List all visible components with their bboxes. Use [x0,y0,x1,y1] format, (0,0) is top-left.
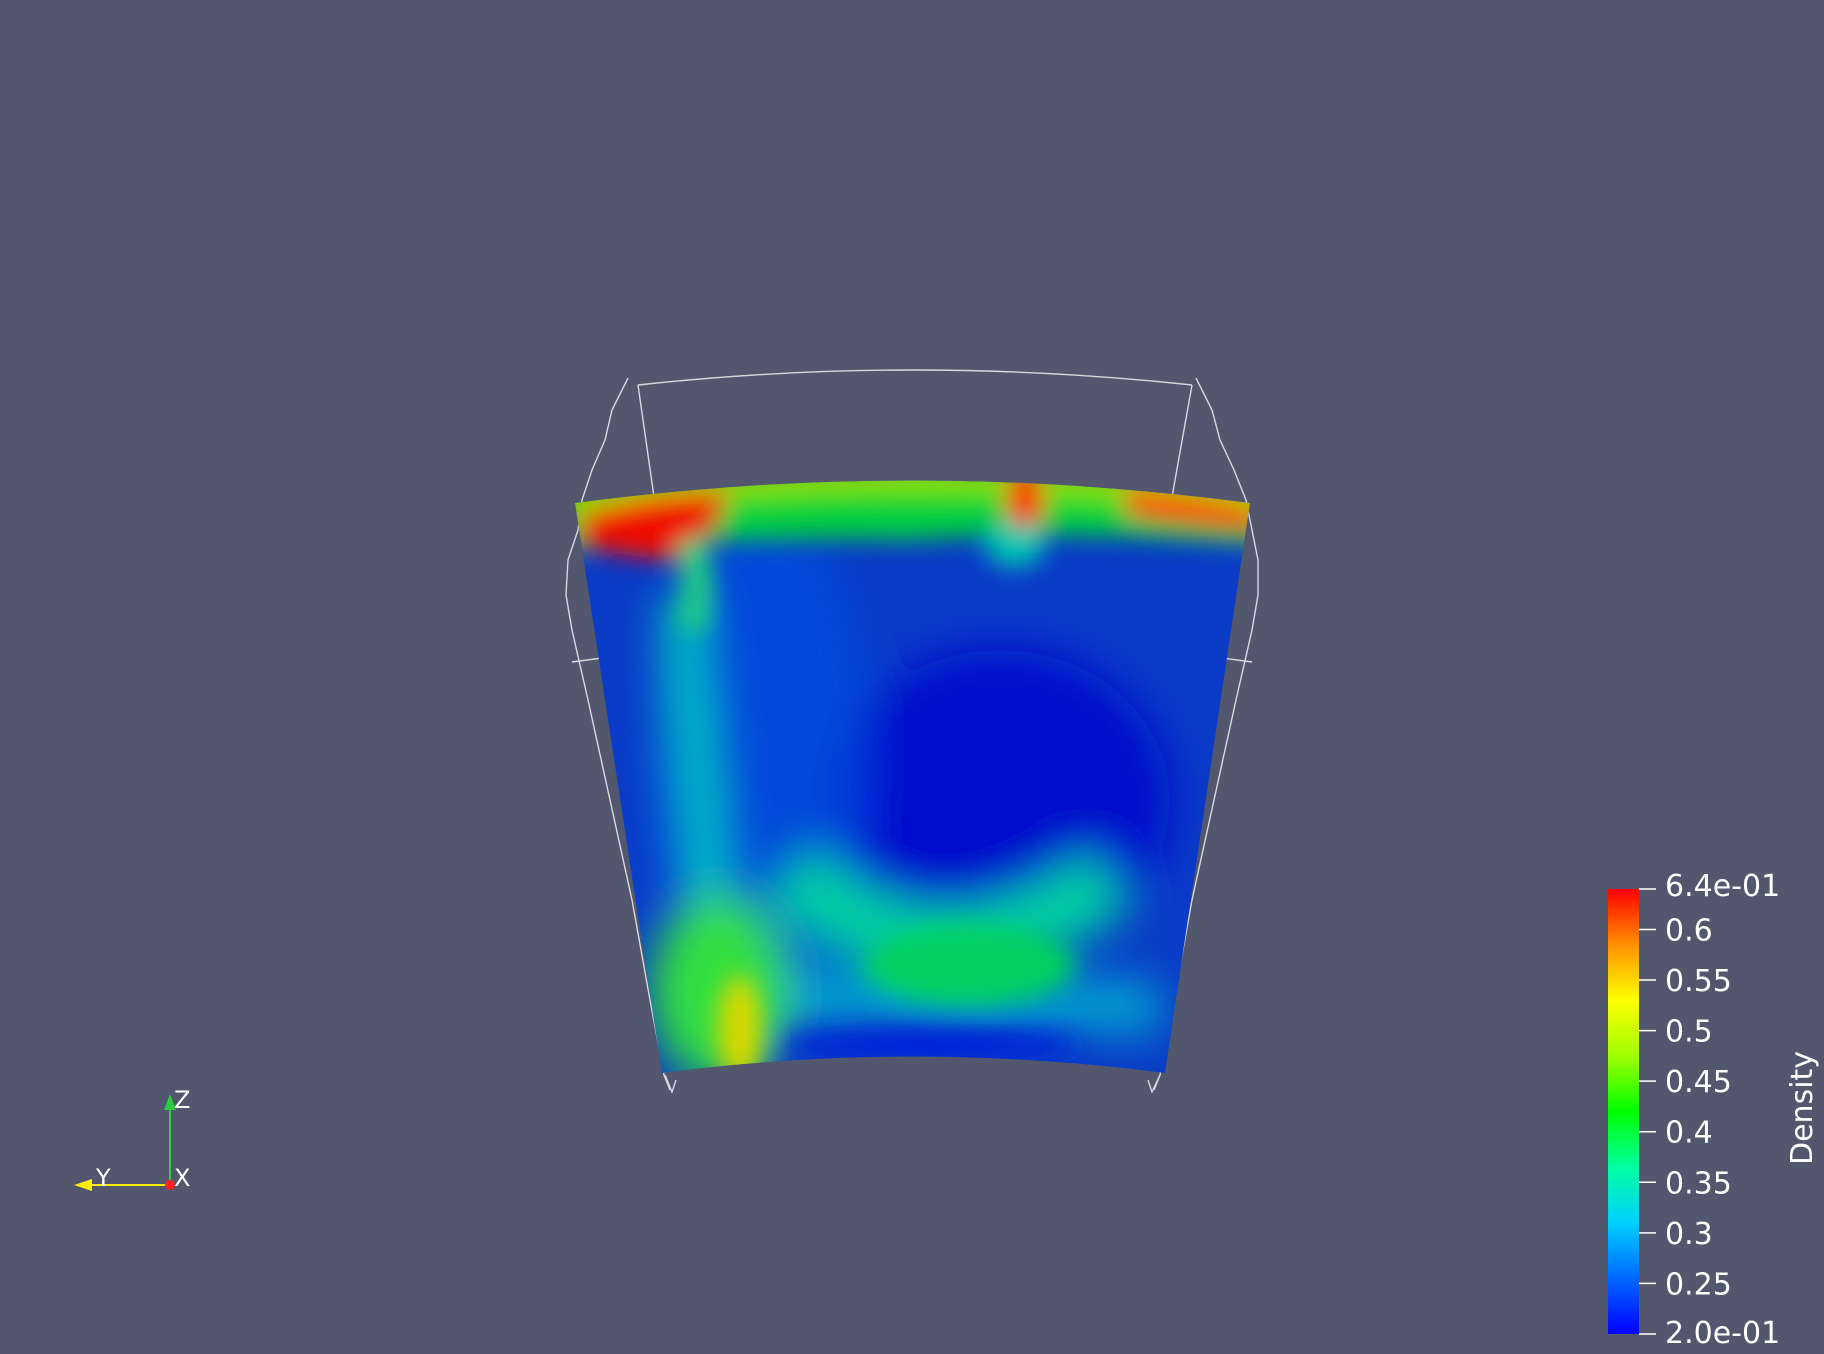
y-axis-arrow-icon [74,1179,92,1191]
colorbar-tick-label: 0.4 [1665,1116,1713,1151]
colorbar-tick-label: 0.3 [1665,1217,1713,1252]
colorbar: 0.6 0.55 0.5 0.45 0.4 0.35 0.3 0.25 6.4e-01 2.0… [1608,869,1820,1351]
colorbar-ticks: 0.6 0.55 0.5 0.45 0.4 0.35 0.3 0.25 [1639,888,1732,1335]
colorbar-max-label: 6.4e-01 [1665,869,1780,904]
x-axis-label: X [174,1164,190,1192]
colorbar-tick-label: 0.35 [1665,1166,1732,1201]
orientation-axes: Z Y X [74,1086,190,1192]
colorbar-tick-label: 0.55 [1665,964,1732,999]
density-slice [575,480,1250,1073]
z-axis-label: Z [174,1086,190,1114]
z-axis-arrow-icon [164,1094,176,1110]
x-axis-arrow-icon [165,1180,175,1190]
colorbar-title: Density [1785,1051,1820,1165]
colorbar-tick-label: 0.25 [1665,1267,1732,1302]
colorbar-gradient [1608,889,1639,1334]
colorbar-tick-label: 0.6 [1665,913,1713,948]
colorbar-tick-label: 0.45 [1665,1065,1732,1100]
colorbar-tick-label: 0.5 [1665,1015,1713,1050]
colorbar-min-label: 2.0e-01 [1665,1316,1780,1351]
y-axis-label: Y [95,1164,111,1192]
